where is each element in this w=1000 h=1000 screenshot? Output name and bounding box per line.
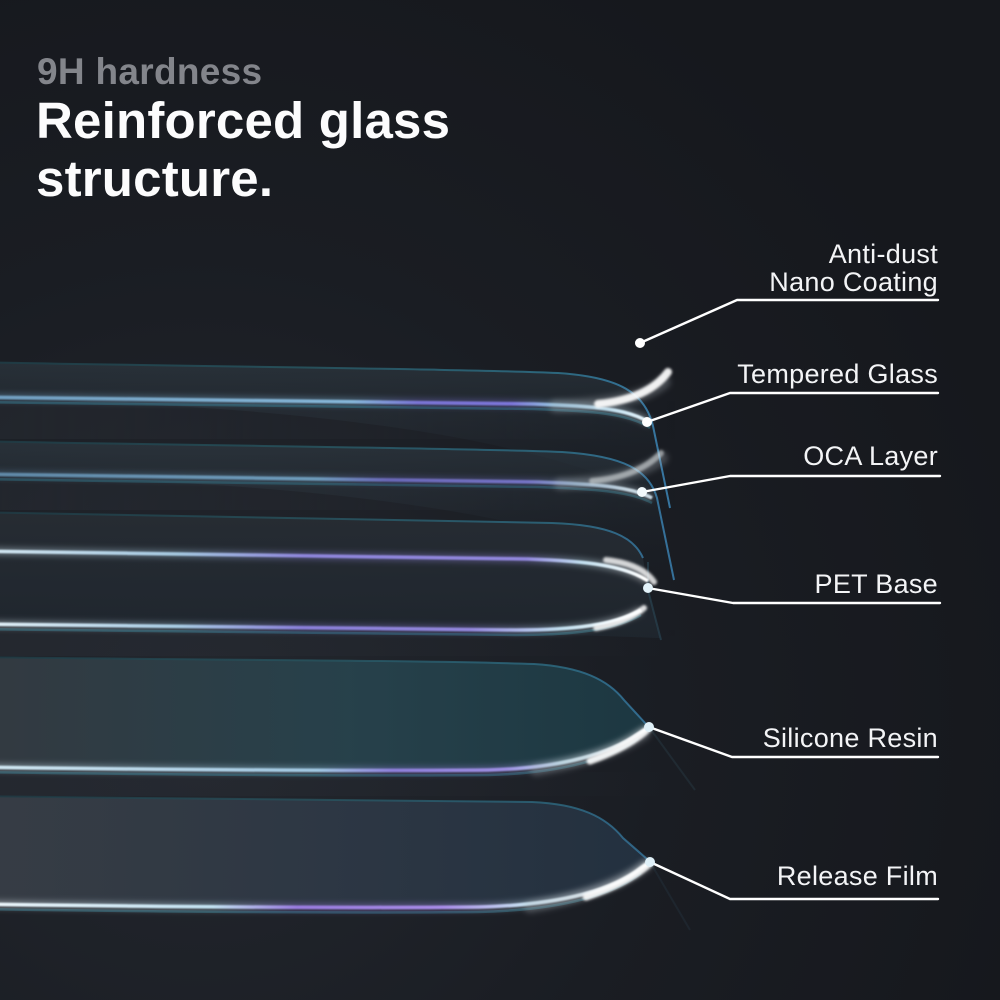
sheet-oca-layer <box>0 440 675 581</box>
callout-anti-dust-nano-coating: Anti-dust Nano Coating <box>769 240 938 296</box>
callout-label: PET Base <box>814 569 938 599</box>
callout-label: Anti-dust <box>828 239 938 269</box>
anchor-dot-release-film <box>645 857 655 867</box>
anchor-dot-anti-dust <box>635 338 645 348</box>
sheet-pet-base <box>0 511 662 641</box>
leader-release-film <box>645 857 940 901</box>
title-line-2: structure. <box>36 150 274 207</box>
sheet-tempered-glass <box>0 361 672 509</box>
callout-label: Release Film <box>776 861 938 891</box>
anchor-dot-tempered-glass <box>642 417 652 427</box>
anchor-dot-silicone-resin <box>644 722 654 732</box>
leader-tempered-glass <box>642 391 940 427</box>
subtitle-hardness: 9H hardness <box>37 51 263 92</box>
callout-release-film: Release Film <box>777 862 938 890</box>
callout-label: Nano Coating <box>769 267 938 297</box>
title-line-1: Reinforced glass <box>36 92 451 149</box>
sheet-release-film <box>0 795 691 931</box>
callout-tempered-glass: Tempered Glass <box>737 360 938 388</box>
callout-oca-layer: OCA Layer <box>803 442 938 470</box>
anchor-dot-oca-layer <box>637 487 647 497</box>
callout-silicone-resin: Silicone Resin <box>763 724 938 752</box>
leader-anti-dust-nano-coating <box>635 298 940 348</box>
leader-pet-base <box>643 583 942 605</box>
leader-silicone-resin <box>644 722 940 759</box>
sheet-silicone-resin <box>0 656 696 791</box>
callout-leaders <box>635 298 942 901</box>
callout-pet-base: PET Base <box>815 570 938 598</box>
callout-label: Tempered Glass <box>737 359 938 389</box>
leader-oca-layer <box>637 474 942 497</box>
callout-label: Silicone Resin <box>762 723 938 753</box>
anchor-dot-pet-base <box>643 583 653 593</box>
page-title: Reinforced glass structure. <box>36 92 450 208</box>
callout-label: OCA Layer <box>803 441 938 471</box>
